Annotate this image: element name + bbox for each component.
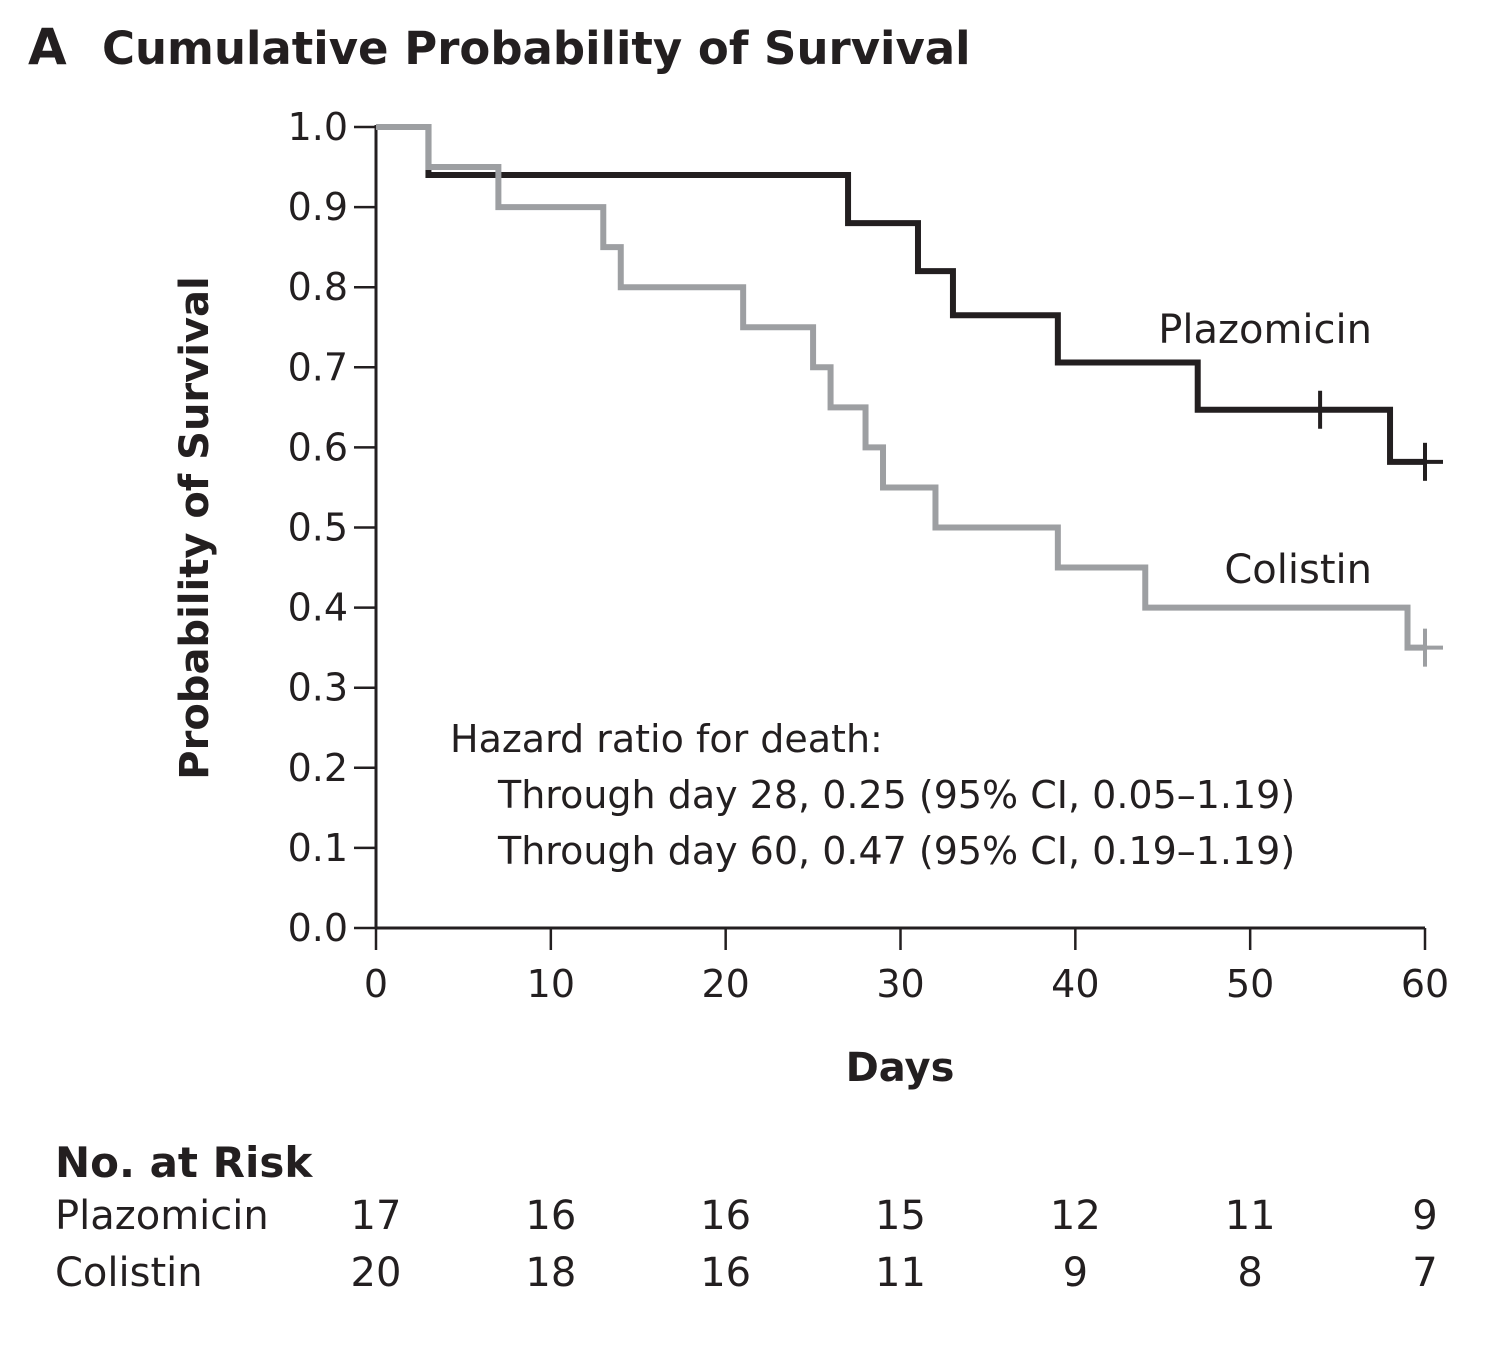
at-risk-title: No. at Risk	[55, 1138, 313, 1187]
colistin-curve	[376, 124, 1425, 651]
at-risk-row-label: Colistin	[55, 1250, 203, 1296]
hazard-ratio-heading: Hazard ratio for death:	[450, 717, 883, 761]
y-tick-label: 0.5	[288, 506, 348, 550]
at-risk-cell: 12	[1049, 1193, 1101, 1239]
at-risk-cell: 11	[1224, 1193, 1276, 1239]
y-tick-label: 0.3	[288, 666, 348, 710]
x-tick-label: 10	[527, 962, 575, 1006]
y-tick-label: 1.0	[288, 105, 348, 149]
y-tick-label: 0.9	[288, 185, 348, 229]
plazomicin-curve	[376, 124, 1425, 465]
at-risk-cell: 16	[700, 1250, 752, 1296]
hazard-ratio-annotation: Hazard ratio for death: Through day 28, 0…	[450, 717, 1295, 873]
at-risk-cell: 18	[525, 1250, 577, 1296]
at-risk-cell: 8	[1237, 1250, 1263, 1296]
at-risk-row-plazomicin: Plazomicin 17 16 16 15 12 11 9	[0, 1193, 1489, 1243]
colistin-label: Colistin	[1224, 547, 1372, 593]
at-risk-cell: 11	[875, 1250, 926, 1296]
y-tick-label: 0.7	[288, 345, 348, 389]
at-risk-cell: 20	[350, 1250, 402, 1296]
x-tick-label: 30	[876, 962, 924, 1006]
survival-plot: 0.0 0.1 0.2 0.3 0.4 0.5 0.6 0.7 0.8 0.9 1.0 0 10 20 30…	[288, 105, 1450, 1006]
at-risk-row-label: Plazomicin	[55, 1193, 269, 1239]
x-tick-label: 40	[1051, 962, 1099, 1006]
x-tick-label: 50	[1226, 962, 1274, 1006]
at-risk-cell: 7	[1412, 1250, 1438, 1296]
panel-letter: A	[28, 18, 67, 76]
at-risk-cell: 16	[700, 1193, 752, 1239]
y-tick-label: 0.6	[288, 425, 348, 469]
y-tick-label: 0.2	[288, 746, 348, 790]
plazomicin-label: Plazomicin	[1158, 307, 1372, 353]
x-tick-label: 60	[1401, 962, 1449, 1006]
survival-curves	[376, 124, 1443, 667]
hazard-ratio-line: Through day 28, 0.25 (95% CI, 0.05–1.19)	[497, 773, 1295, 817]
at-risk-cell: 9	[1062, 1250, 1089, 1296]
series-labels: Plazomicin Colistin	[1158, 307, 1372, 593]
at-risk-row-colistin: Colistin 20 18 16 11 9 8 7	[0, 1250, 1489, 1300]
y-tick-label: 0.4	[288, 586, 348, 630]
y-tick-label: 0.0	[288, 906, 348, 950]
y-tick-label: 0.1	[288, 826, 348, 870]
at-risk-cell: 9	[1412, 1193, 1438, 1239]
chart-title: Cumulative Probability of Survival	[102, 22, 971, 75]
at-risk-cell: 17	[350, 1193, 402, 1239]
x-tick-label: 20	[701, 962, 749, 1006]
x-tick-label: 0	[364, 962, 388, 1006]
y-tick-label: 0.8	[288, 265, 348, 309]
at-risk-cell: 16	[525, 1193, 577, 1239]
axes: 0.0 0.1 0.2 0.3 0.4 0.5 0.6 0.7 0.8 0.9 1.0 0 10 20 30…	[288, 105, 1450, 1006]
at-risk-cell: 15	[875, 1193, 926, 1239]
hazard-ratio-line: Through day 60, 0.47 (95% CI, 0.19–1.19)	[497, 829, 1295, 873]
x-axis-label: Days	[845, 1045, 955, 1091]
